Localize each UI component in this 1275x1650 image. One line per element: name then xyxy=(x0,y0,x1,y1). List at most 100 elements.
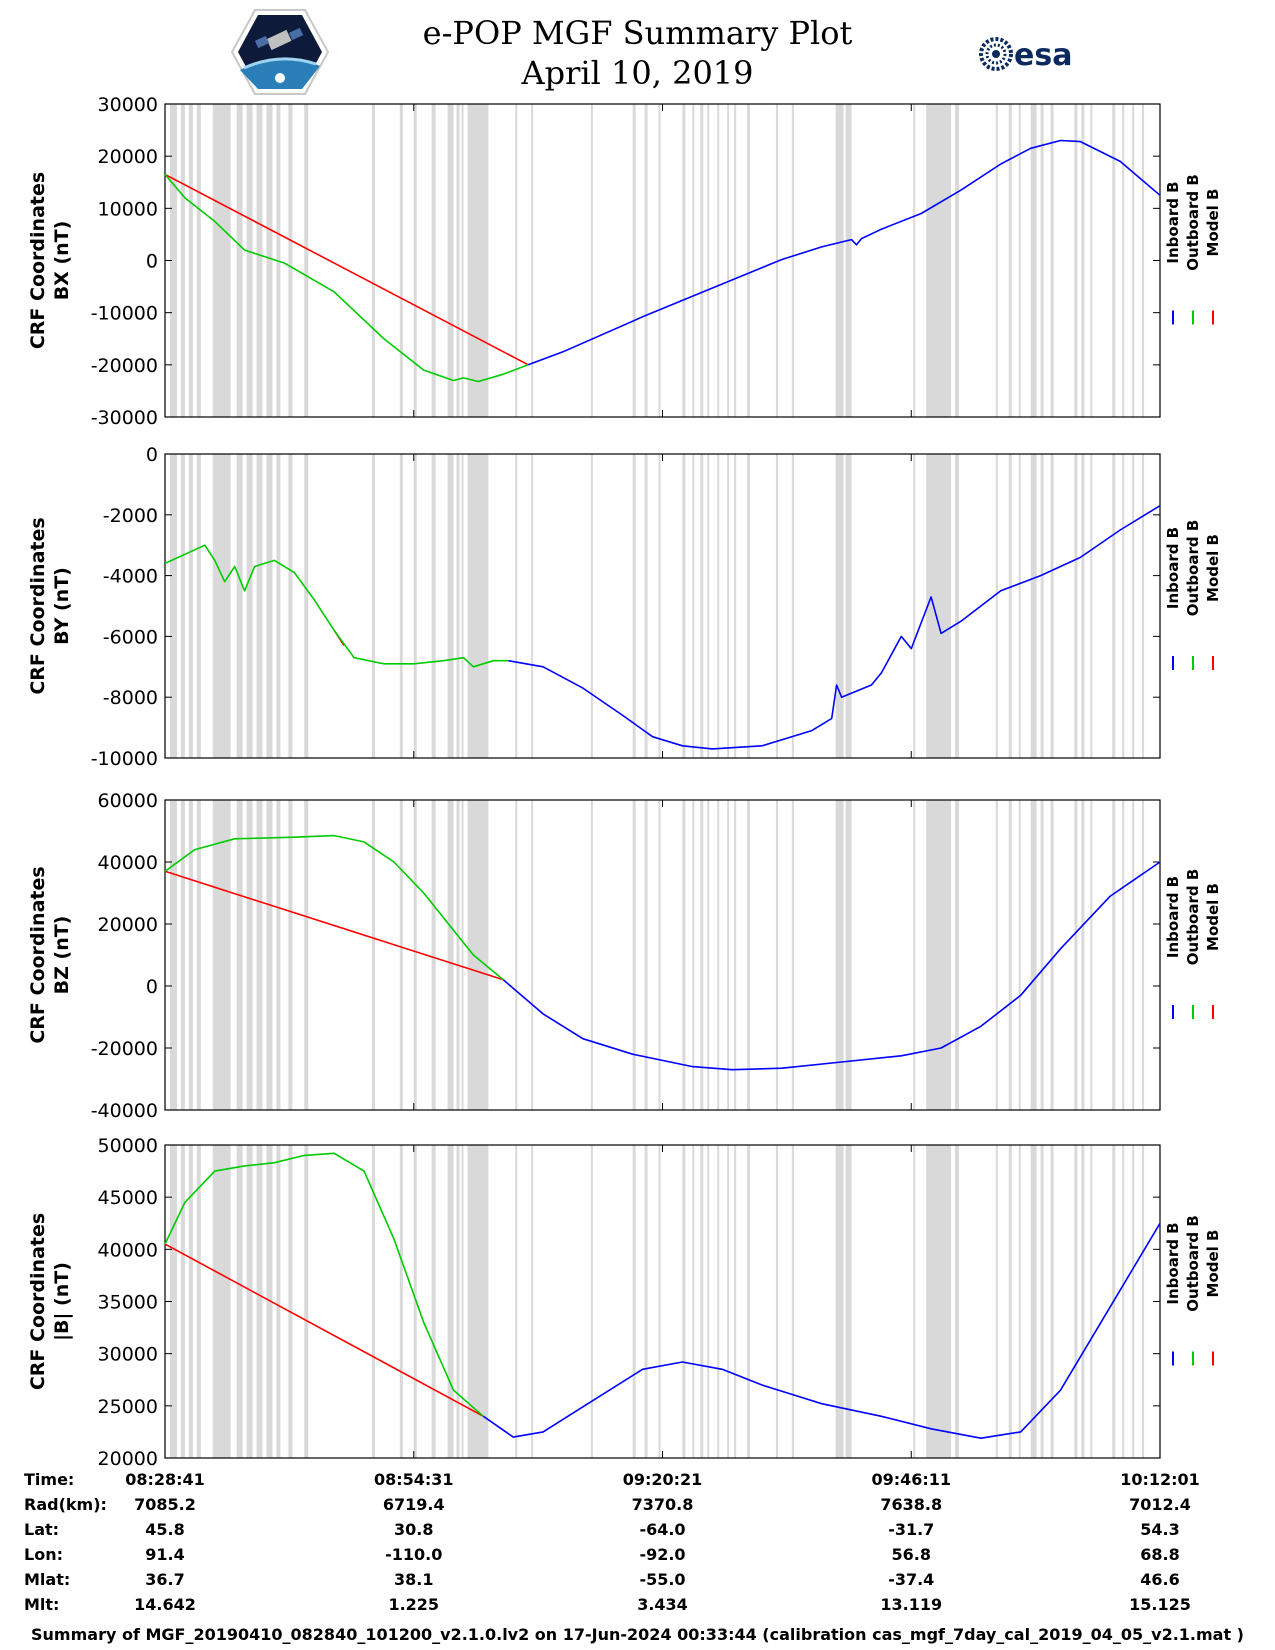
data-gap-band xyxy=(188,454,193,758)
data-gap-band xyxy=(1090,454,1093,758)
data-gap-band xyxy=(682,454,686,758)
data-gap-band xyxy=(835,104,844,417)
summary-footer: Summary of MGF_20190410_082840_101200_v2… xyxy=(31,1625,1244,1644)
data-gap-band xyxy=(531,800,534,1110)
data-gap-band xyxy=(431,454,436,758)
info-row-label: Time: xyxy=(24,1470,75,1489)
data-gap-band xyxy=(212,104,231,417)
data-gap-band xyxy=(1142,454,1145,758)
info-cell: 08:28:41 xyxy=(125,1470,205,1489)
data-gap-band xyxy=(995,800,998,1110)
y-tick-label: 10000 xyxy=(98,198,158,220)
data-gap-band xyxy=(1018,1145,1021,1458)
y-tick-label: 0 xyxy=(146,444,158,466)
data-gap-band xyxy=(1132,454,1135,758)
info-row-label: Lon: xyxy=(24,1545,63,1564)
data-gap-band xyxy=(447,104,454,417)
info-cell: 09:20:21 xyxy=(622,1470,703,1489)
y-tick-label: 20000 xyxy=(98,1448,158,1470)
data-gap-band xyxy=(926,1145,952,1458)
data-gap-band xyxy=(212,1145,231,1458)
data-gap-band xyxy=(515,1145,518,1458)
y-axis-label-system: CRF Coordinates xyxy=(27,1213,49,1390)
outboard-b-line xyxy=(164,1152,484,1417)
data-gap-band xyxy=(747,1145,751,1458)
info-cell: 36.7 xyxy=(145,1570,185,1589)
data-gap-band xyxy=(246,800,253,1110)
data-gap-band xyxy=(590,1145,593,1458)
data-gap-band xyxy=(236,104,243,417)
data-gap-band xyxy=(515,800,518,1110)
data-gap-band xyxy=(515,104,518,417)
data-gap-band xyxy=(1040,104,1044,417)
data-gap-band xyxy=(727,454,730,758)
data-gap-band xyxy=(700,800,704,1110)
data-gap-band xyxy=(747,454,751,758)
legend-label: Inboard B xyxy=(1164,876,1182,958)
data-gap-band xyxy=(256,800,263,1110)
cassiope-logo-icon xyxy=(230,9,330,95)
legend-label: Outboard B xyxy=(1184,869,1202,966)
data-gap-band xyxy=(1018,104,1021,417)
info-cell: 3.434 xyxy=(637,1595,688,1614)
info-cell: 09:46:11 xyxy=(871,1470,952,1489)
data-gap-band xyxy=(399,1145,403,1458)
data-gap-band xyxy=(1122,800,1125,1110)
legend-label: Model B xyxy=(1204,1230,1222,1298)
data-gap-band xyxy=(447,454,454,758)
esa-logo-text: esa xyxy=(1014,38,1072,73)
y-tick-label: 0 xyxy=(146,251,158,273)
data-gap-band xyxy=(531,454,534,758)
legend-label: Inboard B xyxy=(1164,1222,1182,1304)
data-gap-band xyxy=(515,454,518,758)
model-b-line xyxy=(164,173,529,366)
data-gap-band xyxy=(926,800,952,1110)
data-gap-band xyxy=(169,1145,177,1458)
data-gap-band xyxy=(717,104,720,417)
data-gap-band xyxy=(707,104,710,417)
data-gap-band xyxy=(180,800,185,1110)
data-gap-band xyxy=(1008,104,1012,417)
info-cell: -92.0 xyxy=(639,1545,686,1564)
data-gap-band xyxy=(775,454,778,758)
data-gap-band xyxy=(276,1145,281,1458)
data-gap-band xyxy=(734,1145,737,1458)
data-gap-band xyxy=(1122,104,1125,417)
data-gap-band xyxy=(288,1145,293,1458)
info-cell: 7085.2 xyxy=(134,1495,196,1514)
data-gap-band xyxy=(399,104,403,417)
data-gap-band xyxy=(236,800,243,1110)
info-row-label: Lat: xyxy=(24,1520,60,1539)
data-gap-band xyxy=(926,104,952,417)
data-gap-band xyxy=(1074,800,1078,1110)
data-gap-band xyxy=(734,800,737,1110)
y-tick-label: -20000 xyxy=(91,355,158,377)
data-gap-band xyxy=(467,104,489,417)
y-axis-label-system: CRF Coordinates xyxy=(27,172,49,349)
info-cell: 13.119 xyxy=(880,1595,943,1614)
data-gap-band xyxy=(1112,800,1116,1110)
data-gap-band xyxy=(1112,454,1116,758)
data-gap-band xyxy=(775,104,778,417)
y-axis-label-system: CRF Coordinates xyxy=(27,866,49,1043)
y-tick-label: 40000 xyxy=(98,852,158,874)
data-gap-band xyxy=(590,104,593,417)
legend-label: Inboard B xyxy=(1164,527,1182,609)
y-tick-label: -10000 xyxy=(91,748,158,770)
data-gap-band xyxy=(236,1145,243,1458)
data-gap-band xyxy=(692,454,695,758)
data-gap-band xyxy=(288,454,293,758)
data-gap-band xyxy=(431,800,436,1110)
data-gap-band xyxy=(727,104,730,417)
info-row-label: Mlat: xyxy=(24,1570,71,1589)
data-gap-band xyxy=(461,454,464,758)
data-gap-band xyxy=(1030,454,1037,758)
data-gap-band xyxy=(692,800,695,1110)
data-gap-band xyxy=(682,104,686,417)
data-gap-band xyxy=(913,1145,916,1458)
data-gap-band xyxy=(1142,104,1145,417)
data-gap-band xyxy=(644,800,648,1110)
info-cell: 1.225 xyxy=(388,1595,440,1614)
data-gap-band xyxy=(276,454,281,758)
info-cell: 45.8 xyxy=(145,1520,185,1539)
